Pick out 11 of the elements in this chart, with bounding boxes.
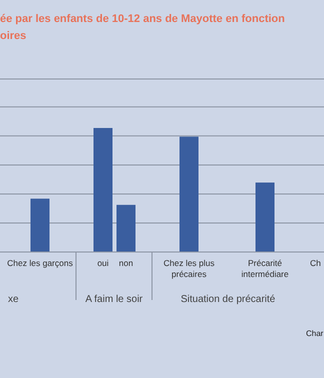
x-tick-label: Précarité intermédiare: [241, 258, 289, 279]
text: Situation de précarité: [180, 294, 276, 305]
text: A faim le soir: [85, 294, 144, 305]
x-tick-label: oui: [97, 258, 109, 268]
chart-title: ée par les enfants de 10-12 ans de Mayotte en fonction oires: [0, 13, 286, 42]
x-tick-label: Ch: [310, 258, 322, 268]
x-tick-label: Chez les plus précaires: [163, 258, 215, 279]
x-tick-label: Chez les garçons: [7, 258, 73, 268]
text: Char: [306, 329, 324, 338]
x-tick-label: non: [118, 258, 134, 268]
text: xe: [8, 294, 19, 305]
